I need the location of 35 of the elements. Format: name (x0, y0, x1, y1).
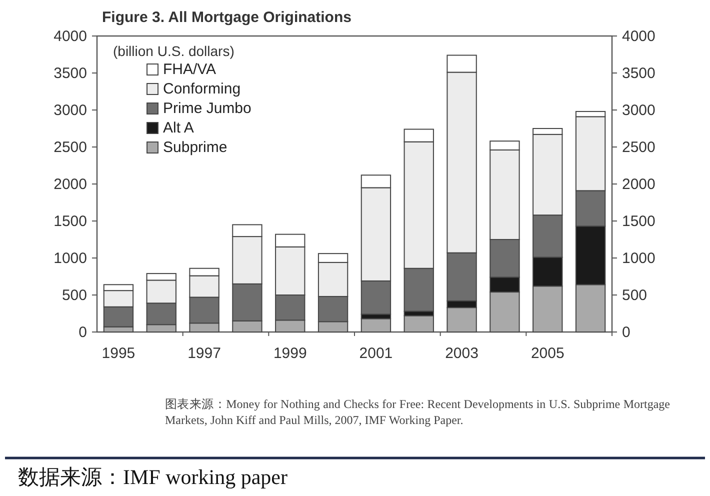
bar (404, 315, 434, 332)
y2-tick-label: 2500 (622, 139, 656, 156)
y-tick-label: 0 (78, 324, 87, 341)
x-tick-label: 2005 (530, 345, 564, 362)
y2-tick-label: 3500 (622, 65, 656, 82)
y2-tick-label: 500 (622, 287, 648, 304)
x-tick-label: 2001 (359, 345, 393, 362)
x-tick-label: 1997 (188, 345, 221, 362)
legend-label: Conforming (163, 80, 241, 98)
legend-label: Subprime (163, 139, 228, 156)
y-tick-label: 500 (62, 287, 87, 304)
legend-label: Prime Jumbo (163, 100, 252, 117)
y-tick-label: 4000 (54, 28, 87, 45)
x-tick-label: 2003 (445, 345, 478, 362)
legend-label: FHA/VA (163, 61, 216, 78)
bar (360, 318, 392, 332)
text: 图表来源：Money for Nothing and Checks for Free: Recent Developments in U.S. Subprime Mortgage Markets, John Kiff and Paul Mills, 2007, IMF Working Paper. (165, 396, 670, 428)
y-tick-label: 3500 (54, 65, 87, 82)
chart-title: Figure 3. All Mortgage Originations (102, 9, 352, 26)
y-tick-label: 1000 (54, 250, 87, 267)
y2-tick-label: 4000 (622, 28, 656, 45)
x-tick-label: 1995 (102, 345, 136, 362)
y-tick-label: 3000 (54, 102, 87, 119)
y2-tick-label: 3000 (622, 102, 656, 119)
y2-tick-label: 0 (622, 324, 630, 341)
source-note: 数据来源：IMF working paper (18, 465, 288, 489)
x-tick-label: 1999 (273, 345, 307, 362)
y-tick-label: 2500 (54, 139, 87, 156)
y2-tick-label: 2000 (622, 176, 656, 193)
y2-tick-label: 1000 (622, 250, 656, 267)
legend-label: Alt A (163, 120, 194, 136)
y-axis-title: (billion U.S. dollars) (113, 43, 234, 59)
y2-tick-label: 1500 (622, 213, 656, 230)
y-tick-label: 2000 (54, 176, 87, 193)
y-tick-label: 1500 (54, 213, 87, 230)
